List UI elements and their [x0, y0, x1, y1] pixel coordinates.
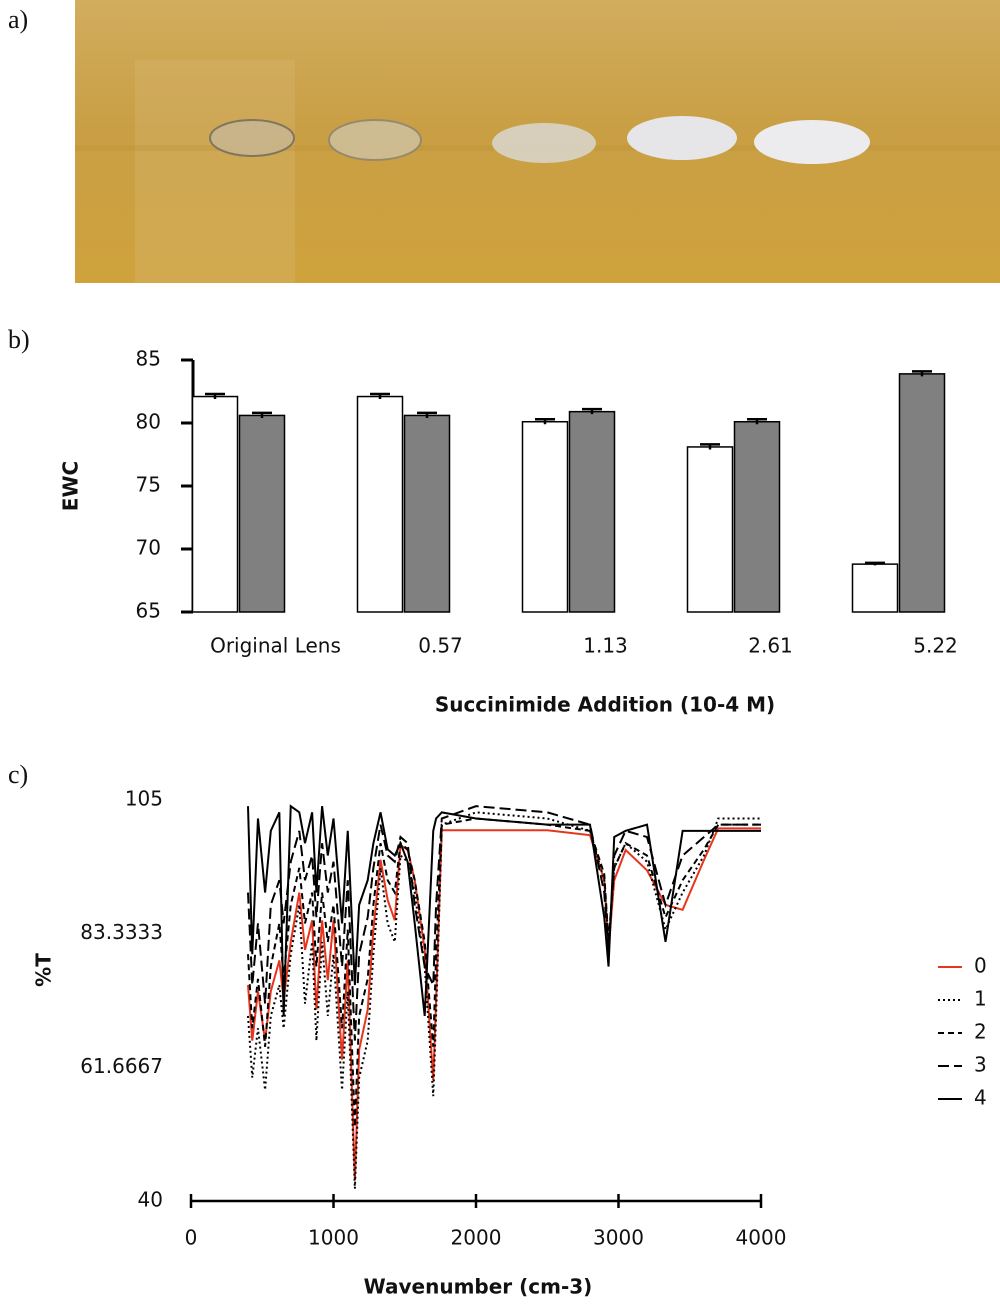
bar	[900, 374, 945, 612]
y-axis-title: EWC	[59, 461, 83, 511]
x-axis-title: Succinimide Addition (10-4 M)	[435, 693, 775, 717]
panel-label: b)	[8, 325, 30, 354]
bar	[240, 415, 285, 612]
y-tick-label: 85	[136, 347, 161, 371]
legend-label: 1	[974, 987, 987, 1011]
y-tick-label: 80	[136, 410, 161, 434]
spectrum-line	[248, 828, 761, 1180]
x-tick-label: 0	[185, 1226, 198, 1250]
legend-label: 3	[974, 1053, 987, 1077]
x-tick-label: 4000	[736, 1226, 787, 1250]
bar	[853, 564, 898, 612]
bar	[688, 447, 733, 612]
legend-label: 2	[974, 1020, 987, 1044]
bar	[193, 397, 238, 612]
x-tick-label: Original Lens	[210, 634, 341, 658]
x-tick-label: 1.13	[583, 634, 628, 658]
y-tick-label: 40	[138, 1188, 163, 1212]
panel-label: a)	[8, 5, 28, 34]
x-tick-label: 3000	[593, 1226, 644, 1250]
x-tick-label: 2000	[451, 1226, 502, 1250]
photo	[75, 0, 1000, 283]
y-tick-label: 70	[136, 536, 161, 560]
bar	[735, 422, 780, 612]
bar	[358, 397, 403, 612]
x-axis-title: Wavenumber (cm-3)	[364, 1275, 593, 1299]
legend-label: 4	[974, 1086, 987, 1110]
y-tick-label: 83.3333	[80, 920, 163, 944]
figure: a) b) c) 65 70 75 80 85 Original Lens 0.57 1.13…	[0, 0, 1000, 1305]
y-tick-label: 65	[136, 599, 161, 623]
y-tick-label: 61.6667	[80, 1054, 163, 1078]
x-tick-label: 1000	[308, 1226, 359, 1250]
y-tick-label: 75	[136, 473, 161, 497]
x-tick-label: 5.22	[913, 634, 958, 658]
bar	[405, 415, 450, 612]
panel-label: c)	[8, 760, 28, 789]
spectrum-line	[248, 806, 761, 1016]
spectrum-line	[248, 812, 761, 1188]
x-tick-label: 0.57	[418, 634, 463, 658]
bar	[570, 412, 615, 612]
legend-label: 0	[974, 954, 987, 978]
x-tick-label: 2.61	[748, 634, 793, 658]
y-tick-label: 105	[125, 787, 163, 811]
bar	[523, 422, 568, 612]
y-axis-title: %T	[32, 953, 56, 987]
